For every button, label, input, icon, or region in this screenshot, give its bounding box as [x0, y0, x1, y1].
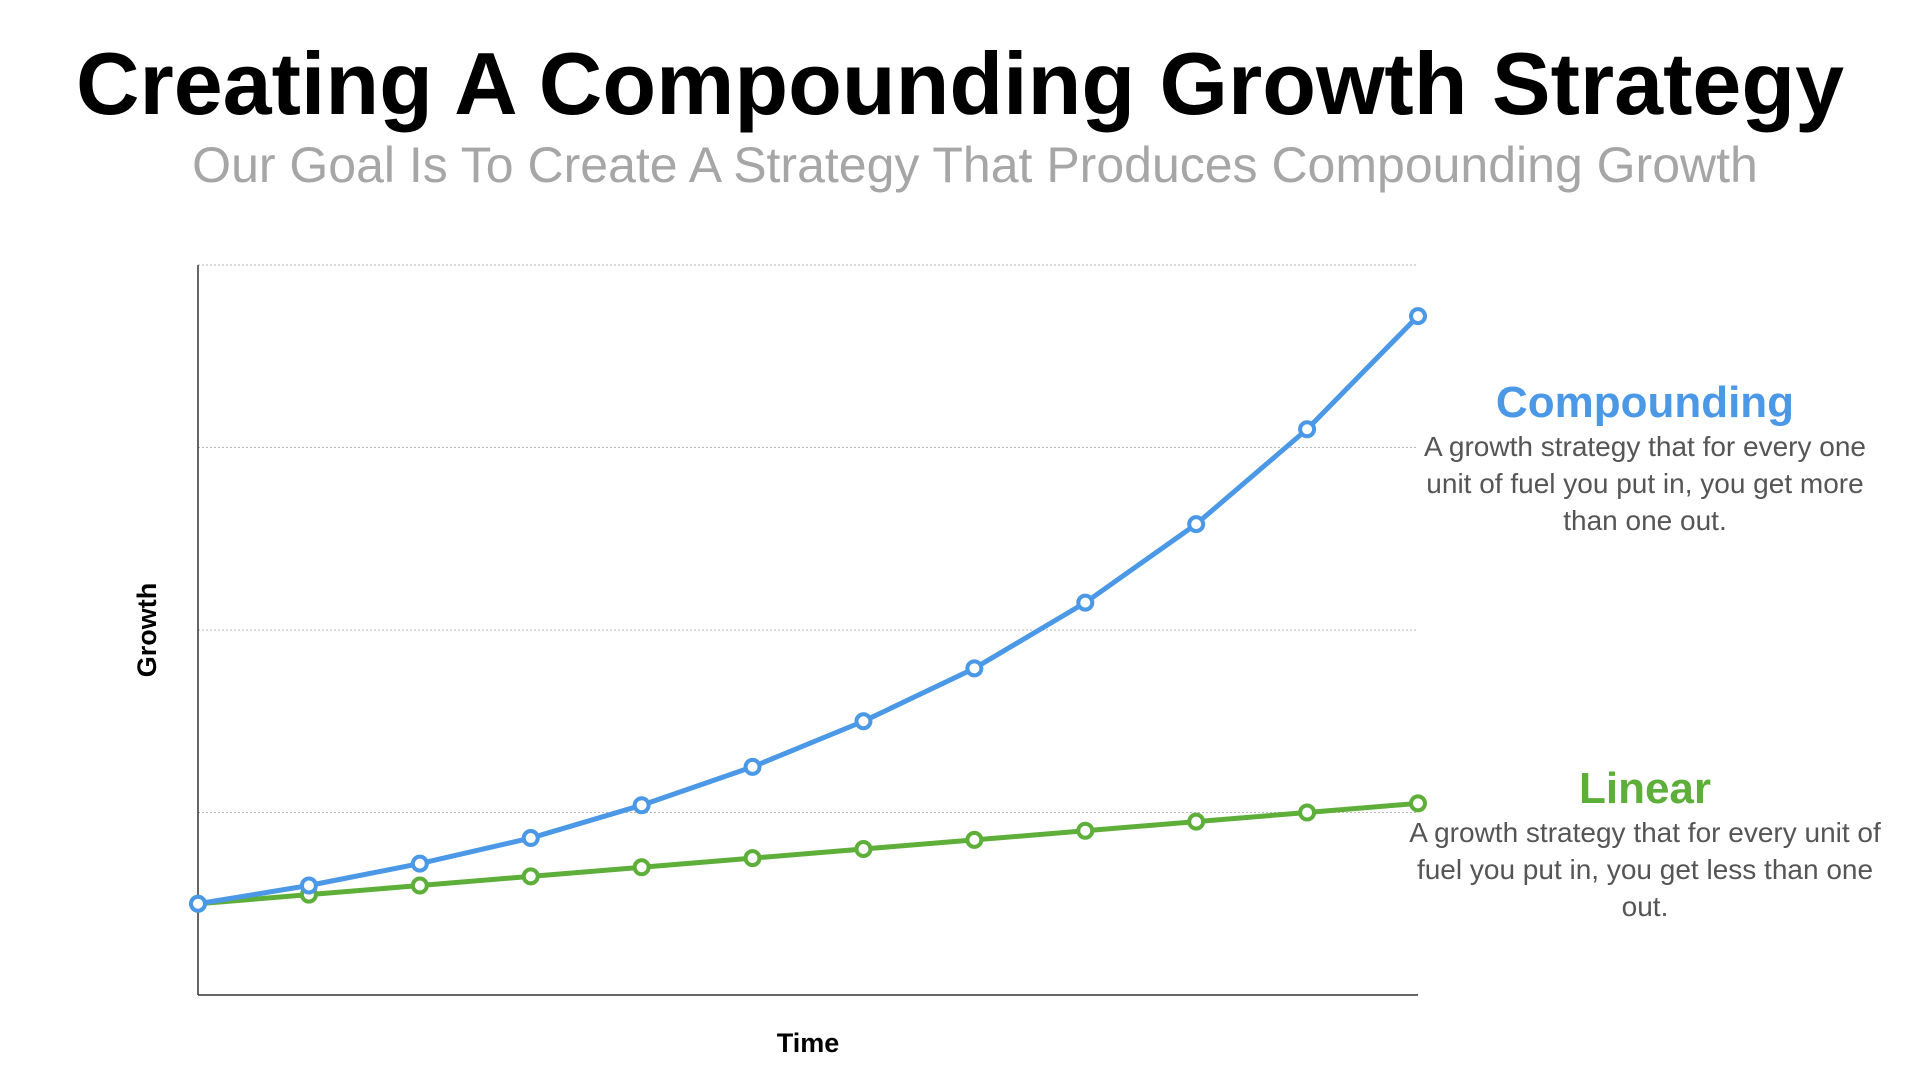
legend-compounding-description: A growth strategy that for every one uni…: [1423, 431, 1866, 536]
data-point-compounding: [1076, 593, 1095, 612]
data-point-compounding: [521, 829, 540, 848]
data-point-linear: [1298, 803, 1317, 822]
data-point-compounding: [299, 876, 318, 895]
data-point-linear: [410, 876, 429, 895]
data-point-linear: [854, 840, 873, 858]
data-point-compounding: [854, 712, 873, 731]
gridlines: [198, 264, 1418, 813]
page-subtitle: Our Goal Is To Create A Strategy That Pr…: [192, 137, 1758, 193]
data-point-linear: [521, 867, 540, 886]
series-line-linear: [195, 800, 1421, 907]
data-point-linear: [1187, 812, 1206, 831]
data-point-compounding: [965, 659, 984, 678]
y-axis-title: Growth: [132, 583, 162, 678]
data-point-compounding: [1187, 515, 1206, 534]
data-point-compounding: [1409, 307, 1427, 326]
series-line-compounding: [195, 313, 1421, 907]
data-point-compounding: [632, 796, 651, 815]
data-point-linear: [1409, 794, 1427, 813]
data-point-linear: [632, 858, 651, 877]
series-layer: [189, 307, 1427, 913]
data-point-linear: [1076, 821, 1095, 840]
x-axis-title: Time: [777, 1028, 840, 1058]
legend-linear-description: A growth strategy that for every unit of…: [1409, 817, 1881, 922]
page-title: Creating A Compounding Growth Strategy: [75, 34, 1845, 133]
legend-linear-name: Linear: [1578, 764, 1712, 813]
data-point-compounding: [743, 757, 762, 776]
data-point-linear: [965, 830, 984, 849]
data-point-compounding: [189, 894, 207, 913]
legend-compounding: Compounding A growth strategy that for e…: [1405, 378, 1885, 539]
legend-linear: Linear A growth strategy that for every …: [1405, 764, 1885, 925]
data-point-linear: [743, 849, 762, 868]
legend-compounding-name: Compounding: [1495, 378, 1795, 427]
data-point-compounding: [1298, 420, 1317, 439]
data-point-compounding: [410, 854, 429, 873]
